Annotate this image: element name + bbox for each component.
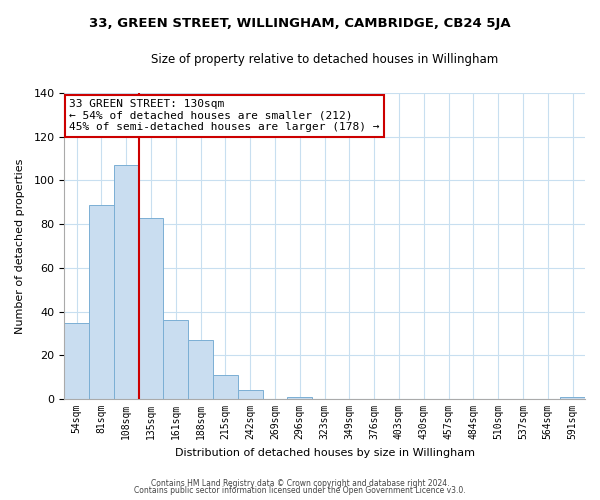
Text: Contains HM Land Registry data © Crown copyright and database right 2024.: Contains HM Land Registry data © Crown c… [151, 478, 449, 488]
X-axis label: Distribution of detached houses by size in Willingham: Distribution of detached houses by size … [175, 448, 475, 458]
Bar [163, 320, 188, 399]
Bar [64, 322, 89, 399]
Y-axis label: Number of detached properties: Number of detached properties [15, 158, 25, 334]
Bar [560, 397, 585, 399]
Bar [287, 397, 312, 399]
Text: 33, GREEN STREET, WILLINGHAM, CAMBRIDGE, CB24 5JA: 33, GREEN STREET, WILLINGHAM, CAMBRIDGE,… [89, 18, 511, 30]
Bar [114, 165, 139, 399]
Bar [89, 204, 114, 399]
Bar [188, 340, 213, 399]
Text: Contains public sector information licensed under the Open Government Licence v3: Contains public sector information licen… [134, 486, 466, 495]
Bar [213, 375, 238, 399]
Bar [238, 390, 263, 399]
Text: 33 GREEN STREET: 130sqm
← 54% of detached houses are smaller (212)
45% of semi-d: 33 GREEN STREET: 130sqm ← 54% of detache… [70, 99, 380, 132]
Bar [139, 218, 163, 399]
Title: Size of property relative to detached houses in Willingham: Size of property relative to detached ho… [151, 52, 498, 66]
